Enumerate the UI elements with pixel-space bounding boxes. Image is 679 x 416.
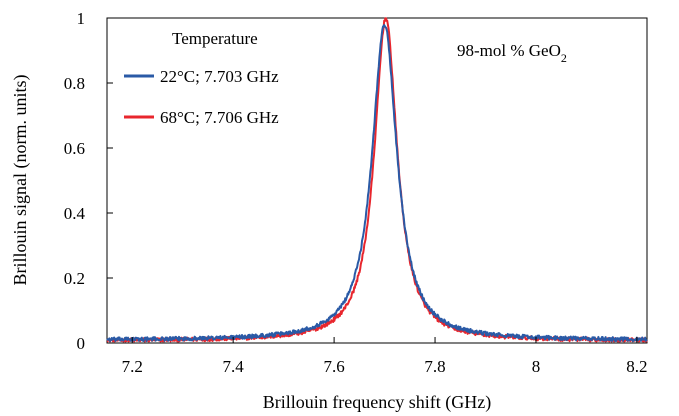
annotation-text: 98-mol % GeO xyxy=(457,41,561,60)
y-tick-label: 0.8 xyxy=(64,74,85,93)
series-line-68c xyxy=(106,17,648,343)
y-tick-label: 0.4 xyxy=(64,204,86,223)
series-line-22c xyxy=(106,24,648,343)
x-tick-label: 8.2 xyxy=(626,357,647,376)
x-tick-label: 7.4 xyxy=(223,357,245,376)
x-tick-label: 8 xyxy=(532,357,541,376)
series-layer xyxy=(106,17,648,343)
composition-annotation: 98-mol % GeO2 xyxy=(457,41,567,65)
y-tick-label: 0 xyxy=(77,334,86,353)
legend: Temperature 22°C; 7.703 GHz 68°C; 7.706 … xyxy=(124,29,279,127)
annotation-subscript: 2 xyxy=(561,51,567,65)
axes-layer: 7.2 7.4 7.6 7.8 8 8.2 0 0.2 0.4 0.6 0.8 1 xyxy=(64,9,648,376)
x-axis-label: Brillouin frequency shift (GHz) xyxy=(263,392,491,413)
legend-label-22c: 22°C; 7.703 GHz xyxy=(160,67,279,86)
y-tick-label: 0.6 xyxy=(64,139,85,158)
legend-label-68c: 68°C; 7.706 GHz xyxy=(160,108,279,127)
x-tick-label: 7.6 xyxy=(323,357,344,376)
plot-area xyxy=(106,17,648,344)
y-tick-label: 0.2 xyxy=(64,269,85,288)
x-tick-label: 7.8 xyxy=(424,357,445,376)
y-tick-label: 1 xyxy=(77,9,86,28)
x-tick-label: 7.2 xyxy=(122,357,143,376)
y-axis-label: Brillouin signal (norm. units) xyxy=(10,75,31,286)
legend-title: Temperature xyxy=(172,29,258,48)
